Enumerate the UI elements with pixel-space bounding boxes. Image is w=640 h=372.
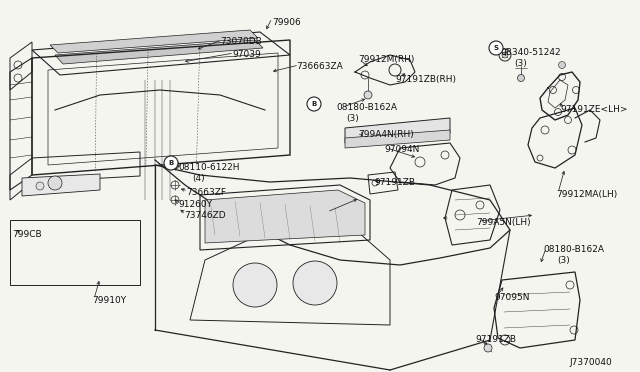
Polygon shape [205,190,365,243]
Polygon shape [22,174,100,196]
Polygon shape [50,30,258,53]
Text: (3): (3) [557,256,570,265]
Text: 73663ZF: 73663ZF [186,188,226,197]
Circle shape [36,182,44,190]
Text: 97191ZE<LH>: 97191ZE<LH> [560,105,627,114]
Text: 08180-B162A: 08180-B162A [543,245,604,254]
Text: 08110-6122H: 08110-6122H [178,163,239,172]
Text: B: B [168,160,173,166]
Text: 79906: 79906 [272,18,301,27]
Text: 79910Y: 79910Y [92,296,126,305]
Text: 97191ZB: 97191ZB [374,178,415,187]
Text: 97191ZB(RH): 97191ZB(RH) [395,75,456,84]
Circle shape [48,176,62,190]
Circle shape [233,263,277,307]
Text: B: B [312,101,317,107]
Circle shape [164,156,178,170]
Polygon shape [55,40,263,64]
Circle shape [518,74,525,81]
Circle shape [502,52,508,58]
Circle shape [559,61,566,68]
Circle shape [307,97,321,111]
Text: (3): (3) [514,59,527,68]
Circle shape [489,41,503,55]
Text: 73746ZD: 73746ZD [184,211,226,220]
Text: (4): (4) [192,174,205,183]
Text: 73070DB: 73070DB [220,37,262,46]
Text: 799CB: 799CB [12,230,42,239]
Text: (3): (3) [346,114,359,123]
Text: 08180-B162A: 08180-B162A [336,103,397,112]
Text: S: S [493,45,499,51]
Text: 79912M(RH): 79912M(RH) [358,55,414,64]
Text: 97095N: 97095N [494,293,529,302]
Circle shape [293,261,337,305]
Text: 97191ZB: 97191ZB [475,335,516,344]
Circle shape [484,344,492,352]
Text: J7370040: J7370040 [569,358,612,367]
Text: 0B340-51242: 0B340-51242 [500,48,561,57]
Polygon shape [345,130,450,148]
Text: 799A4N(RH): 799A4N(RH) [358,130,413,139]
Text: 799A5N(LH): 799A5N(LH) [476,218,531,227]
Polygon shape [345,118,450,143]
Text: 97039: 97039 [232,50,260,59]
Text: 97094N: 97094N [384,145,419,154]
Text: 736663ZA: 736663ZA [296,62,343,71]
Circle shape [364,91,372,99]
Text: 91260Y: 91260Y [178,200,212,209]
Text: 79912MA(LH): 79912MA(LH) [556,190,617,199]
